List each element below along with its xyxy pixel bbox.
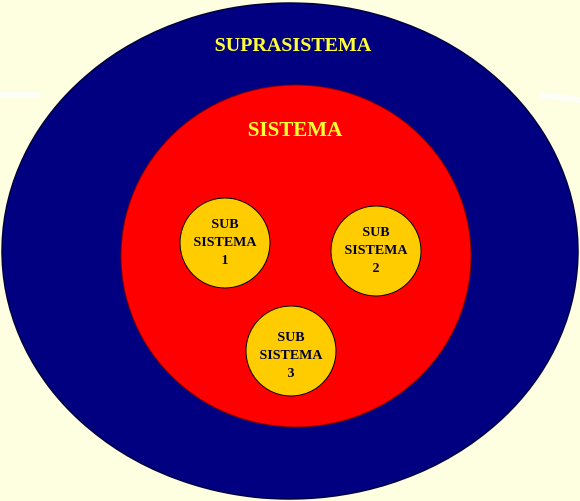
subsistema-line: SUB (362, 225, 389, 240)
subsistema-circle (245, 305, 337, 397)
background-stroke (539, 92, 580, 103)
subsistema-1: SUB SISTEMA 1 (179, 197, 271, 289)
subsistema-2: SUB SISTEMA 2 (330, 205, 422, 297)
subsistema-line: SUB (211, 217, 238, 232)
subsistema-line: SISTEMA (259, 348, 323, 363)
subsistema-3: SUB SISTEMA 3 (245, 305, 337, 397)
subsistema-line: SISTEMA (344, 243, 408, 258)
subsistema-line: 1 (222, 253, 229, 268)
subsistema-line: SUB (277, 330, 304, 345)
subsistema-circle (330, 205, 422, 297)
suprasistema-label: SUPRASISTEMA (215, 34, 372, 56)
subsistema-line: 3 (288, 366, 295, 381)
sistema-circle (120, 84, 472, 428)
subsistema-line: SISTEMA (193, 235, 257, 250)
subsistema-circle (179, 197, 271, 289)
subsistema-line: 2 (373, 261, 380, 276)
sistema-label: SISTEMA (248, 117, 343, 141)
